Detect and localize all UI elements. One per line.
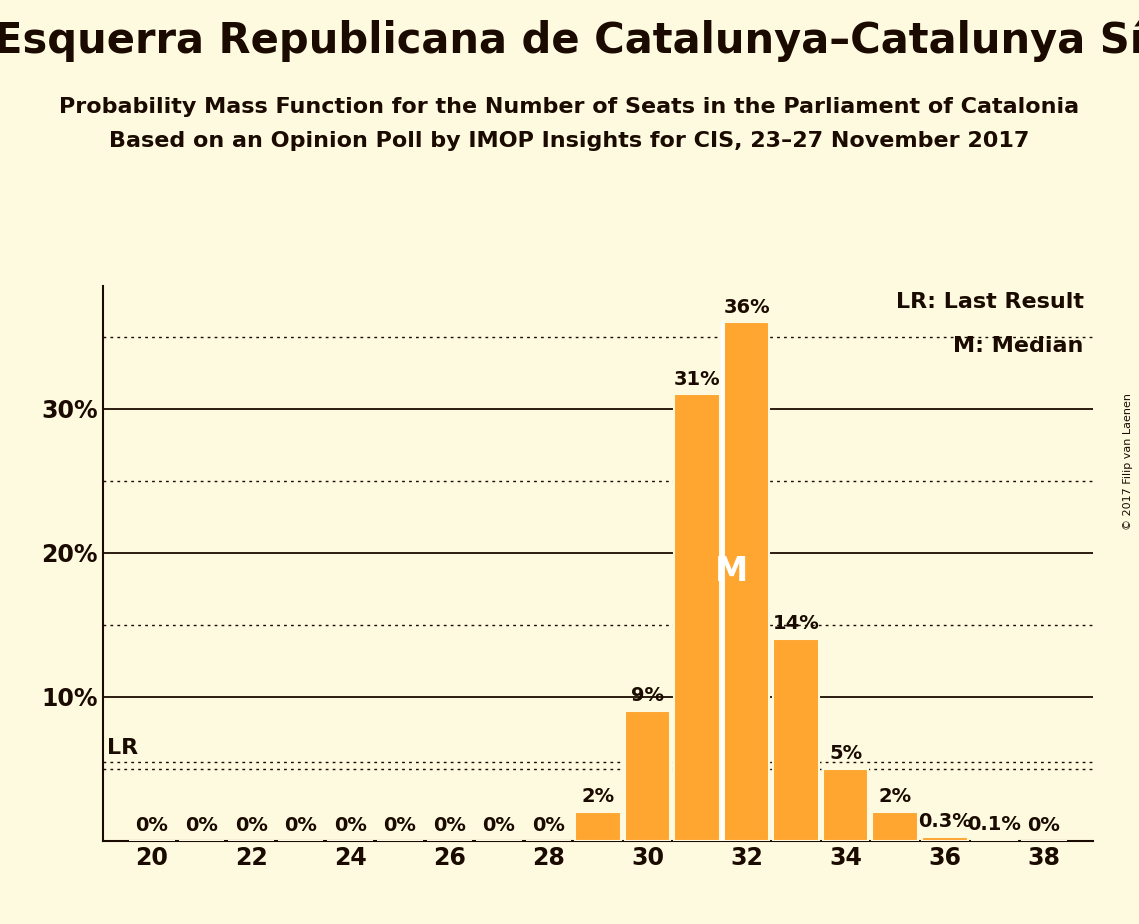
- Bar: [921, 836, 968, 841]
- Text: Based on an Opinion Poll by IMOP Insights for CIS, 23–27 November 2017: Based on an Opinion Poll by IMOP Insight…: [109, 131, 1030, 152]
- Bar: [674, 395, 720, 841]
- Text: M: M: [715, 554, 748, 588]
- Text: 0%: 0%: [235, 816, 268, 835]
- Text: LR: LR: [107, 738, 139, 758]
- Text: 0%: 0%: [186, 816, 218, 835]
- Text: 0.1%: 0.1%: [967, 815, 1022, 833]
- Text: 2%: 2%: [878, 787, 912, 807]
- Bar: [723, 322, 770, 841]
- Text: 5%: 5%: [829, 744, 862, 763]
- Text: M: Median: M: Median: [953, 336, 1083, 357]
- Text: 0%: 0%: [334, 816, 367, 835]
- Text: © 2017 Filip van Laenen: © 2017 Filip van Laenen: [1123, 394, 1133, 530]
- Bar: [624, 711, 671, 841]
- Bar: [872, 812, 918, 841]
- Text: 0.3%: 0.3%: [918, 812, 972, 831]
- Text: 0%: 0%: [532, 816, 565, 835]
- Text: LR: Last Result: LR: Last Result: [895, 292, 1083, 312]
- Bar: [773, 639, 819, 841]
- Text: 0%: 0%: [136, 816, 169, 835]
- Text: 36%: 36%: [723, 298, 770, 317]
- Text: 0%: 0%: [433, 816, 466, 835]
- Bar: [575, 812, 621, 841]
- Text: Probability Mass Function for the Number of Seats in the Parliament of Catalonia: Probability Mass Function for the Number…: [59, 97, 1080, 117]
- Text: Esquerra Republicana de Catalunya–Catalunya Sí: Esquerra Republicana de Catalunya–Catalu…: [0, 18, 1139, 62]
- Bar: [822, 769, 869, 841]
- Text: 0%: 0%: [483, 816, 515, 835]
- Text: 31%: 31%: [674, 370, 720, 389]
- Text: 0%: 0%: [1027, 816, 1060, 835]
- Text: 9%: 9%: [631, 687, 664, 706]
- Text: 2%: 2%: [581, 787, 615, 807]
- Text: 0%: 0%: [384, 816, 416, 835]
- Bar: [972, 839, 1017, 841]
- Text: 14%: 14%: [772, 614, 820, 634]
- Text: 0%: 0%: [285, 816, 317, 835]
